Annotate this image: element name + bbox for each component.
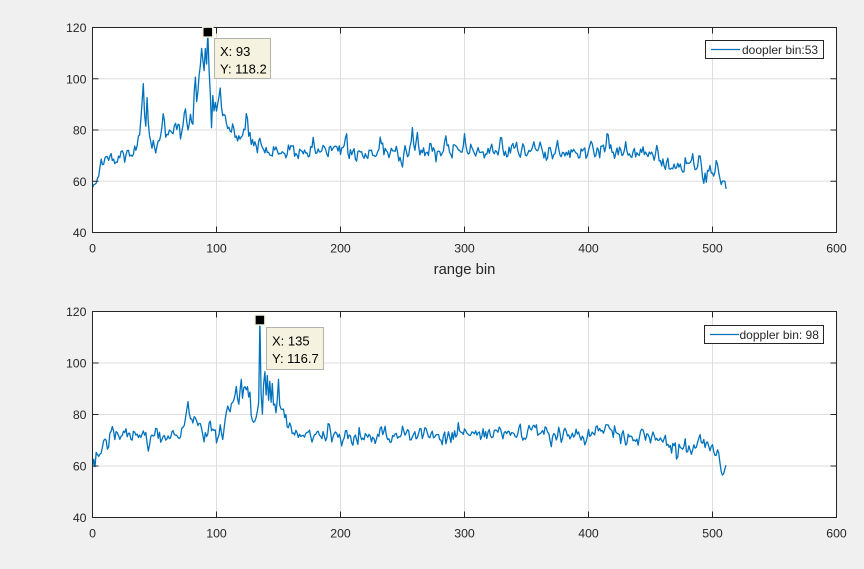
svg-text:80: 80 — [73, 408, 87, 422]
svg-text:100: 100 — [66, 357, 87, 371]
svg-text:Y: 116.7: Y: 116.7 — [272, 351, 319, 366]
svg-text:80: 80 — [73, 124, 87, 138]
svg-text:0: 0 — [89, 527, 96, 541]
svg-text:40: 40 — [73, 226, 87, 240]
svg-text:600: 600 — [826, 527, 847, 541]
svg-text:200: 200 — [330, 242, 351, 256]
svg-text:doopler bin:53: doopler bin:53 — [742, 43, 818, 57]
svg-text:400: 400 — [578, 527, 599, 541]
svg-text:400: 400 — [578, 242, 599, 256]
svg-text:60: 60 — [73, 460, 87, 474]
svg-text:500: 500 — [702, 527, 723, 541]
svg-text:120: 120 — [66, 21, 87, 35]
svg-text:300: 300 — [454, 242, 475, 256]
svg-text:doppler bin: 98: doppler bin: 98 — [740, 328, 820, 342]
svg-text:600: 600 — [826, 242, 847, 256]
svg-text:X: 93: X: 93 — [220, 44, 250, 59]
svg-text:40: 40 — [73, 511, 87, 525]
svg-text:100: 100 — [66, 72, 87, 86]
svg-text:60: 60 — [73, 175, 87, 189]
svg-text:100: 100 — [206, 242, 227, 256]
svg-text:120: 120 — [66, 305, 87, 319]
svg-text:100: 100 — [206, 527, 227, 541]
svg-text:X: 135: X: 135 — [272, 334, 310, 349]
svg-text:0: 0 — [89, 242, 96, 256]
svg-text:500: 500 — [702, 242, 723, 256]
svg-text:200: 200 — [330, 527, 351, 541]
svg-text:range bin: range bin — [434, 262, 496, 278]
svg-text:Y: 118.2: Y: 118.2 — [220, 62, 267, 77]
svg-text:300: 300 — [454, 527, 475, 541]
